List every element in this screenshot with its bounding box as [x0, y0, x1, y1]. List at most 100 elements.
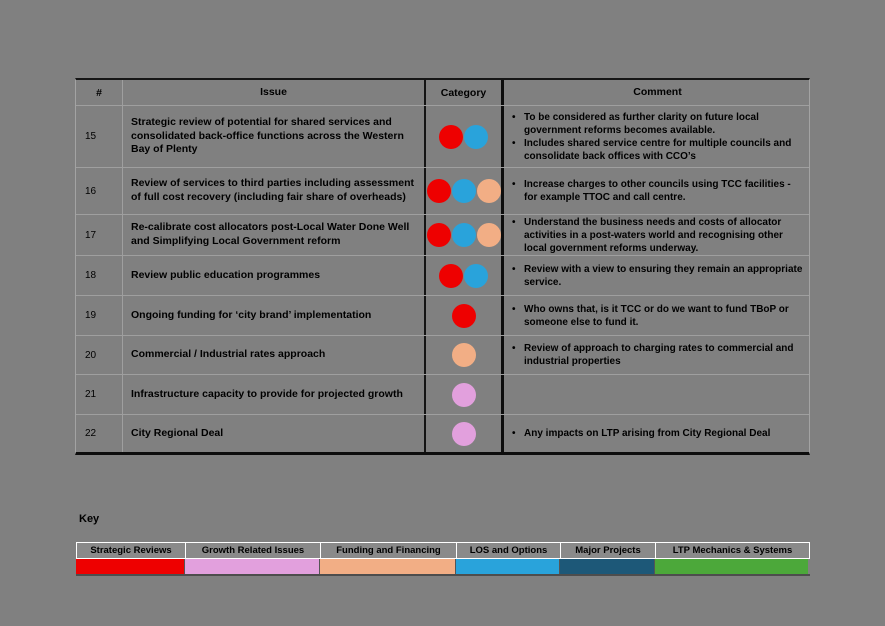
issue-text: Ongoing funding for ‘city brand’ impleme… — [123, 296, 426, 335]
comment-cell: • To be considered as further clarity on… — [504, 106, 811, 167]
category-dots — [426, 256, 504, 295]
issue-number: 16 — [76, 168, 123, 214]
comment-text: Any impacts on LTP arising from City Reg… — [524, 428, 771, 439]
comment-bullet: • To be considered as further clarity on… — [504, 111, 803, 137]
bullet-icon: • — [512, 137, 516, 149]
bullet-icon: • — [512, 216, 516, 228]
comment-cell: • Review with a view to ensuring they re… — [504, 256, 811, 295]
key-swatch-ltp-mechanics-systems — [655, 559, 808, 574]
funding-and-financing-dot — [476, 223, 501, 247]
strategic-reviews-dot — [451, 303, 476, 328]
issue-text: Review public education programmes — [123, 256, 426, 295]
issue-text: Infrastructure capacity to provide for p… — [123, 375, 426, 414]
key-swatch-los-and-options — [456, 559, 560, 574]
comment-text: Increase charges to other councils using… — [524, 179, 791, 203]
comment-text: Understand the business needs and costs … — [524, 216, 783, 254]
growth-related-issues-dot — [451, 382, 476, 407]
key-swatch-major-projects — [560, 559, 655, 574]
key-label-strategic-reviews: Strategic Reviews — [77, 543, 186, 558]
category-dots — [426, 415, 504, 452]
comment-cell: • Review of approach to charging rates t… — [504, 336, 811, 374]
funding-and-financing-dot — [476, 179, 501, 203]
los-and-options-dot — [464, 263, 488, 288]
strategic-reviews-dot — [439, 263, 463, 288]
comment-cell: • Understand the business needs and cost… — [504, 215, 811, 255]
los-and-options-dot — [464, 124, 488, 149]
category-dots — [426, 296, 504, 335]
comment-bullet: • Review with a view to ensuring they re… — [504, 263, 803, 289]
table-row-17: 17 Re-calibrate cost allocators post-Loc… — [76, 214, 809, 255]
bullet-icon: • — [512, 428, 516, 439]
category-dots — [426, 168, 504, 214]
table-row-21: 21 Infrastructure capacity to provide fo… — [76, 374, 809, 414]
comment-cell: • Any impacts on LTP arising from City R… — [504, 415, 811, 452]
header-issue: Issue — [123, 80, 426, 105]
comment-bullet: • Who owns that, is it TCC or do we want… — [504, 303, 803, 329]
comment-text: Includes shared service centre for multi… — [524, 137, 792, 162]
table-row-22: 22 City Regional Deal • Any impacts on L… — [76, 414, 809, 452]
comment-text: Review with a view to ensuring they rema… — [524, 263, 803, 288]
table-row-18: 18 Review public education programmes • … — [76, 255, 809, 295]
comment-cell — [504, 375, 811, 414]
key-label-growth-related-issues: Growth Related Issues — [186, 543, 321, 558]
strategic-reviews-dot — [439, 124, 463, 149]
comment-bullet: • Review of approach to charging rates t… — [504, 342, 803, 368]
key-color-row — [76, 559, 810, 576]
issue-number: 21 — [76, 375, 123, 414]
comment-text: To be considered as further clarity on f… — [524, 111, 759, 136]
growth-related-issues-dot — [451, 421, 476, 446]
key-title: Key — [79, 513, 100, 525]
strategic-reviews-dot — [426, 223, 451, 247]
header-category: Category — [426, 80, 504, 105]
category-dots — [426, 336, 504, 374]
los-and-options-dot — [451, 179, 476, 203]
comment-bullet: • Increase charges to other councils usi… — [504, 178, 803, 204]
issue-text: Strategic review of potential for shared… — [123, 106, 426, 167]
bullet-icon: • — [512, 263, 516, 275]
los-and-options-dot — [451, 223, 476, 247]
key-legend: Strategic Reviews Growth Related Issues … — [76, 542, 810, 576]
bullet-icon: • — [512, 303, 516, 315]
issue-text: City Regional Deal — [123, 415, 426, 452]
key-swatch-strategic-reviews — [76, 559, 185, 574]
bullet-icon: • — [512, 179, 516, 190]
key-label-ltp-mechanics-systems: LTP Mechanics & Systems — [672, 545, 793, 556]
table-row-15: 15 Strategic review of potential for sha… — [76, 105, 809, 167]
key-label-row: Strategic Reviews Growth Related Issues … — [76, 542, 810, 559]
table-header-row: # Issue Category Comment — [76, 80, 809, 105]
key-swatch-growth-related-issues — [185, 559, 320, 574]
issue-text: Commercial / Industrial rates approach — [123, 336, 426, 374]
funding-and-financing-dot — [451, 343, 476, 367]
category-dots — [426, 106, 504, 167]
bullet-icon: • — [512, 343, 516, 354]
comment-text: Review of approach to charging rates to … — [524, 343, 794, 367]
table-row-20: 20 Commercial / Industrial rates approac… — [76, 335, 809, 374]
key-label-major-projects: Major Projects — [561, 543, 656, 558]
issue-number: 15 — [76, 106, 123, 167]
issues-table: # Issue Category Comment 15 Strategic re… — [75, 78, 810, 455]
issue-text: Re-calibrate cost allocators post-Local … — [123, 215, 426, 255]
key-swatch-funding-and-financing — [320, 559, 456, 574]
issue-text: Review of services to third parties incl… — [123, 168, 426, 214]
issue-number: 19 — [76, 296, 123, 335]
key-label-los-and-options: LOS and Options — [457, 543, 561, 558]
strategic-reviews-dot — [426, 179, 451, 203]
category-dots — [426, 215, 504, 255]
bullet-icon: • — [512, 111, 516, 123]
comment-bullet: • Any impacts on LTP arising from City R… — [504, 427, 803, 440]
header-number: # — [76, 80, 123, 105]
issue-number: 22 — [76, 415, 123, 452]
table-row-16: 16 Review of services to third parties i… — [76, 167, 809, 214]
table-row-19: 19 Ongoing funding for ‘city brand’ impl… — [76, 295, 809, 335]
issue-number: 18 — [76, 256, 123, 295]
category-dots — [426, 375, 504, 414]
header-comment: Comment — [633, 85, 682, 98]
issue-number: 20 — [76, 336, 123, 374]
comment-cell: • Who owns that, is it TCC or do we want… — [504, 296, 811, 335]
comment-bullet: • Understand the business needs and cost… — [504, 216, 803, 255]
comment-text: Who owns that, is it TCC or do we want t… — [524, 303, 789, 328]
comment-bullet: • Includes shared service centre for mul… — [504, 137, 803, 163]
comment-cell: • Increase charges to other councils usi… — [504, 168, 811, 214]
issue-number: 17 — [76, 215, 123, 255]
